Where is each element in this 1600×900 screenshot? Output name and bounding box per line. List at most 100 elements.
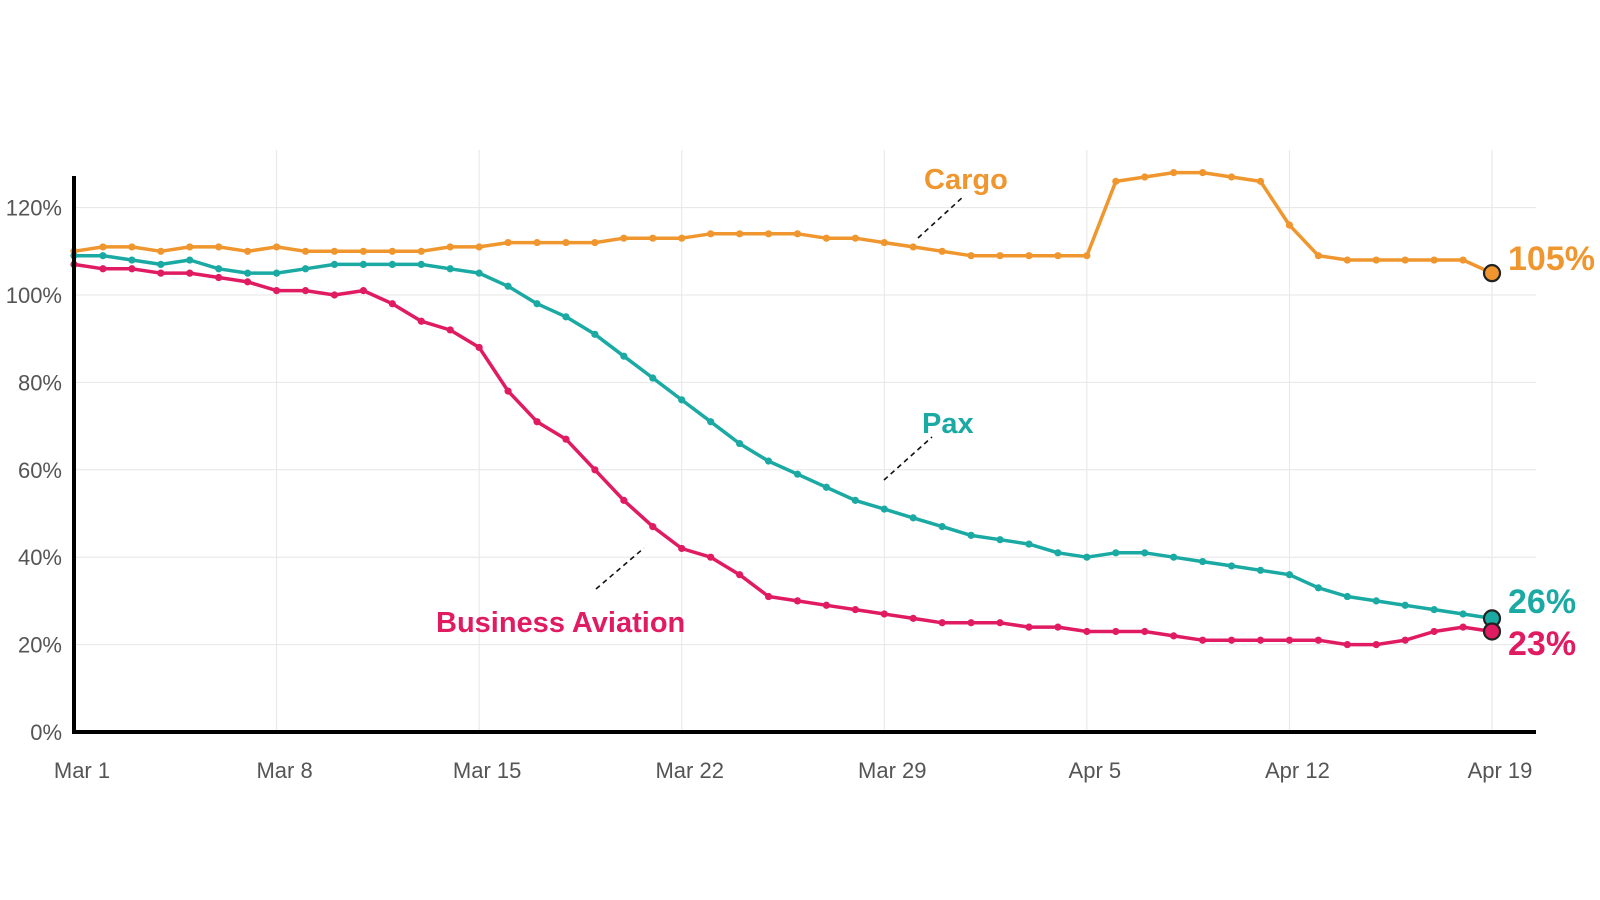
data-point-cargo	[504, 238, 512, 247]
data-point-pax	[735, 439, 744, 448]
x-tick-label: Mar 29	[858, 758, 926, 783]
series-line-business-aviation	[72, 262, 1494, 647]
data-point-pax	[591, 330, 599, 338]
x-tick-label: Mar 15	[453, 758, 521, 783]
data-point-cargo	[330, 247, 339, 255]
data-point-pax	[1141, 549, 1149, 557]
data-point-pax	[938, 523, 946, 531]
series-line-cargo	[72, 170, 1494, 275]
data-point-cargo	[562, 238, 570, 247]
data-point-pax	[157, 260, 165, 269]
data-point-cargo	[1199, 169, 1207, 177]
series-business-aviation	[70, 260, 1502, 649]
data-point-cargo	[764, 230, 773, 238]
data-point-cargo	[1372, 256, 1380, 264]
data-point-business-aviation	[851, 606, 859, 614]
data-point-pax	[880, 505, 888, 513]
data-point-cargo	[301, 247, 310, 255]
data-point-business-aviation	[1430, 627, 1438, 636]
data-point-business-aviation	[620, 496, 628, 504]
y-tick-label: 0%	[30, 720, 62, 745]
data-point-business-aviation	[215, 273, 223, 282]
data-point-pax	[504, 282, 512, 290]
data-point-business-aviation	[649, 523, 657, 531]
data-point-pax	[244, 269, 252, 277]
pax-leader-line	[883, 436, 933, 481]
data-point-business-aviation	[1054, 623, 1062, 631]
data-point-pax	[1199, 557, 1207, 566]
data-point-pax	[1314, 584, 1322, 592]
data-point-business-aviation	[996, 619, 1004, 627]
data-point-cargo	[1083, 252, 1091, 260]
data-point-business-aviation	[678, 544, 686, 553]
data-point-business-aviation	[1170, 632, 1178, 640]
data-point-cargo	[215, 243, 223, 251]
data-point-cargo	[446, 243, 454, 251]
data-point-pax	[562, 313, 570, 321]
end-marker-business-aviation	[1482, 622, 1502, 641]
series-label-cargo: Cargo	[924, 164, 1008, 196]
data-point-cargo	[707, 230, 715, 238]
data-point-pax	[475, 269, 483, 277]
data-point-cargo	[1343, 256, 1351, 264]
series-label-pax: Pax	[922, 408, 974, 440]
data-point-business-aviation	[909, 614, 917, 622]
data-point-business-aviation	[764, 592, 773, 601]
x-tick-label: Apr 19	[1468, 758, 1533, 783]
data-point-pax	[1430, 606, 1438, 614]
data-point-pax	[186, 256, 194, 264]
data-point-business-aviation	[272, 287, 281, 295]
data-point-pax	[1401, 601, 1409, 609]
data-point-business-aviation	[244, 278, 252, 286]
data-point-business-aviation	[1372, 641, 1380, 649]
y-tick-label: 40%	[18, 545, 62, 570]
data-point-pax	[620, 352, 628, 360]
data-point-cargo	[938, 247, 946, 255]
data-point-business-aviation	[186, 269, 194, 277]
data-point-pax	[909, 514, 917, 522]
data-point-business-aviation	[1314, 636, 1322, 644]
data-point-cargo	[1054, 252, 1062, 260]
data-point-pax	[1112, 549, 1120, 557]
data-point-cargo	[591, 238, 599, 247]
data-point-business-aviation	[735, 571, 744, 579]
data-point-cargo	[649, 234, 657, 242]
y-tick-label: 20%	[18, 633, 62, 658]
data-point-cargo	[99, 243, 107, 251]
data-point-pax	[128, 256, 136, 264]
data-point-pax	[1025, 540, 1033, 548]
data-point-pax	[330, 260, 339, 269]
x-tick-label: Mar 8	[256, 758, 312, 783]
end-label-cargo: 105%	[1508, 240, 1595, 278]
data-point-business-aviation	[1227, 636, 1236, 644]
data-point-cargo	[417, 247, 425, 255]
business-aviation-leader-line	[595, 547, 645, 590]
data-point-pax	[678, 396, 686, 404]
data-point-cargo	[678, 234, 686, 242]
data-point-business-aviation	[388, 300, 396, 308]
data-point-business-aviation	[822, 601, 831, 609]
data-point-business-aviation	[967, 619, 975, 627]
data-point-cargo	[244, 247, 252, 255]
data-point-cargo	[822, 234, 831, 242]
end-label-business-aviation: 23%	[1508, 625, 1576, 663]
data-point-cargo	[1401, 256, 1409, 264]
data-point-business-aviation	[1285, 636, 1294, 644]
y-tick-label: 60%	[18, 458, 62, 483]
data-point-cargo	[1459, 256, 1467, 264]
data-point-business-aviation	[1083, 627, 1091, 636]
data-point-cargo	[388, 247, 396, 255]
data-point-business-aviation	[1112, 627, 1120, 636]
data-point-pax	[99, 252, 107, 260]
data-point-business-aviation	[504, 387, 512, 395]
data-point-business-aviation	[1141, 627, 1149, 636]
data-point-pax	[1459, 610, 1467, 618]
data-point-cargo	[533, 238, 541, 247]
data-point-cargo	[1285, 221, 1294, 229]
data-point-pax	[707, 418, 715, 426]
data-point-cargo	[909, 243, 917, 251]
data-point-pax	[1227, 562, 1236, 570]
data-point-pax	[1285, 571, 1294, 579]
data-point-cargo	[1141, 173, 1149, 181]
data-point-cargo	[1227, 173, 1236, 181]
